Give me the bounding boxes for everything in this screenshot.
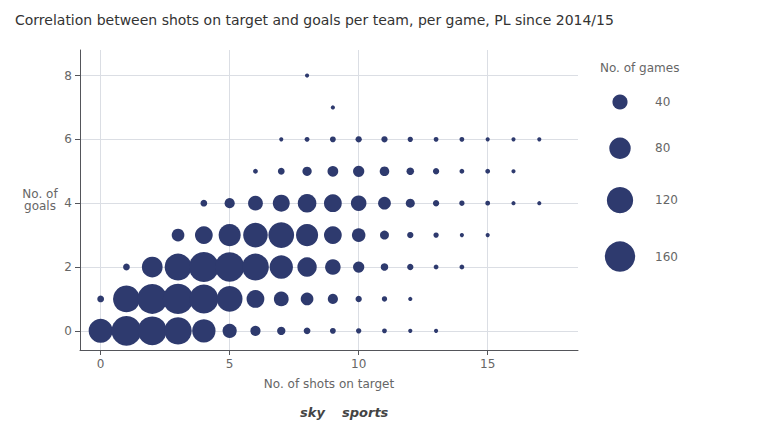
svg-text:4: 4	[64, 196, 72, 210]
svg-text:80: 80	[655, 141, 670, 155]
svg-text:15: 15	[480, 357, 495, 371]
svg-text:160: 160	[655, 250, 678, 264]
svg-text:5: 5	[226, 357, 234, 371]
svg-text:No. of games: No. of games	[600, 61, 679, 75]
svg-text:6: 6	[64, 132, 72, 146]
svg-text:10: 10	[351, 357, 366, 371]
svg-text:0: 0	[64, 324, 72, 338]
svg-text:0: 0	[97, 357, 105, 371]
svg-text:120: 120	[655, 193, 678, 207]
svg-text:sky: sky	[300, 405, 325, 420]
svg-text:8: 8	[64, 69, 72, 83]
svg-text:sports: sports	[342, 405, 389, 420]
svg-text:40: 40	[655, 95, 670, 109]
svg-text:Correlation between shots on t: Correlation between shots on target and …	[15, 12, 614, 28]
svg-text:2: 2	[64, 260, 72, 274]
svg-text:No. of shots on target: No. of shots on target	[264, 377, 395, 391]
svg-text:No. of: No. of	[22, 187, 58, 201]
svg-text:goals: goals	[24, 199, 56, 213]
